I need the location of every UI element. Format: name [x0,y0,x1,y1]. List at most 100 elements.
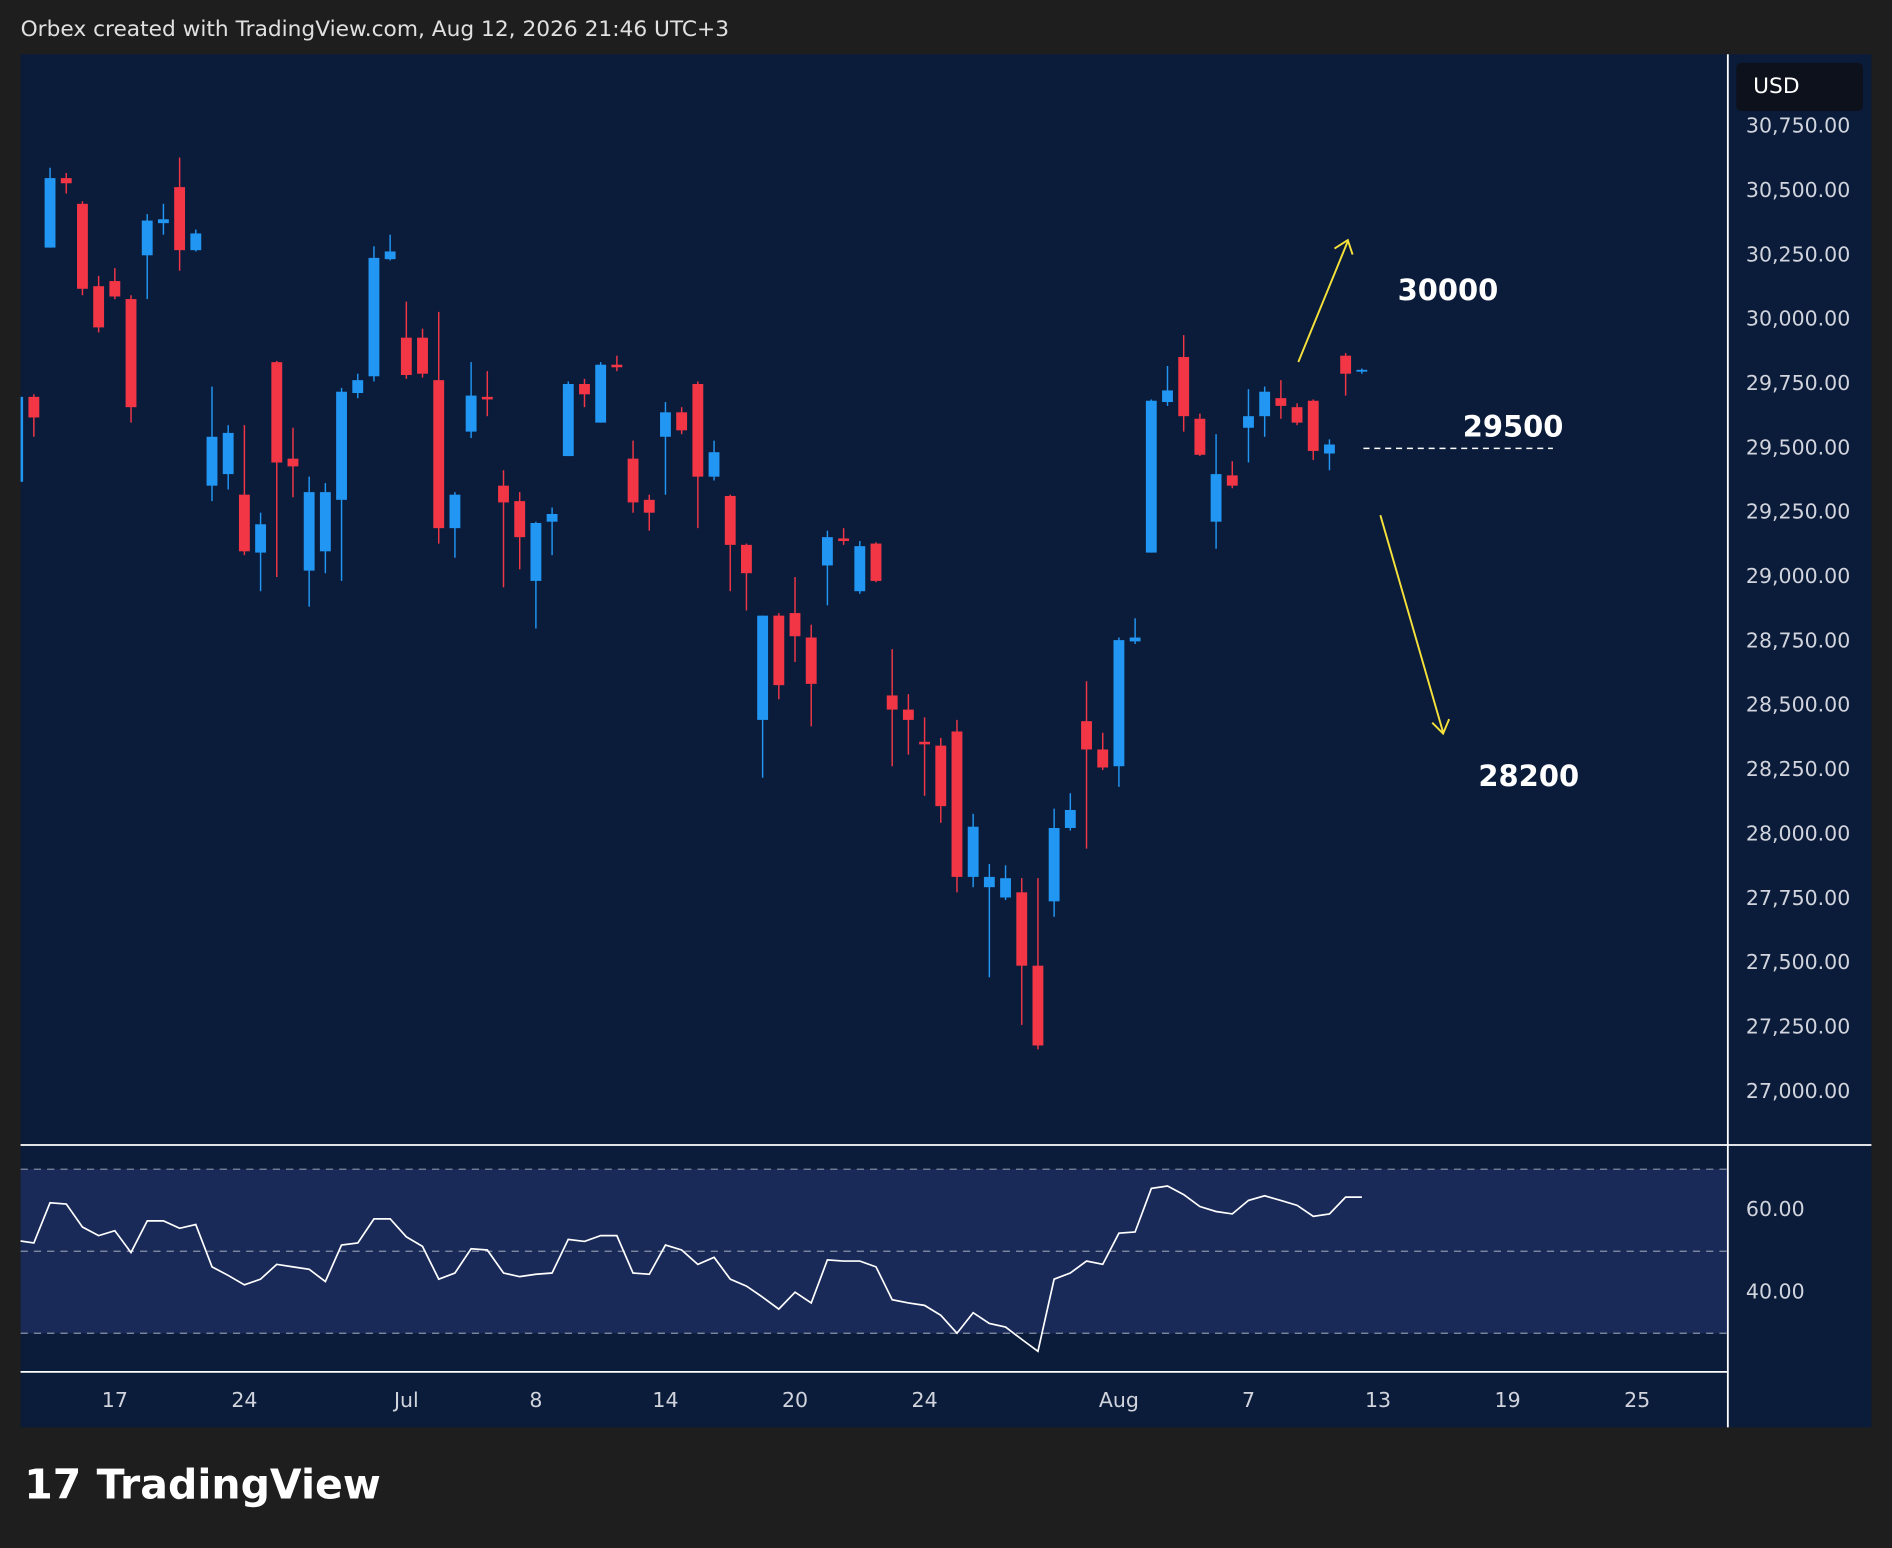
y-tick-label: 28,250.00 [1746,757,1850,781]
y-tick-label: 27,000.00 [1746,1079,1850,1103]
currency-box [1736,62,1863,112]
y-tick-label: 40.00 [1746,1279,1805,1303]
candle-body [660,412,671,437]
candle-body [93,286,105,328]
candle-body [174,187,186,251]
currency: USD [1753,74,1799,99]
candle-body [1016,892,1028,966]
y-tick-label: 27,500.00 [1746,950,1850,974]
candle-body [1000,878,1011,898]
candle-body [1307,400,1319,451]
candle-body [1162,390,1173,403]
brand-icon: 17 [24,1461,81,1509]
candle-body [1291,407,1303,423]
y-tick-label: 27,750.00 [1746,886,1850,910]
candle-body [611,364,623,368]
x-tick-label: 13 [1365,1388,1391,1412]
candle-body [983,876,995,888]
candle-body [125,299,137,408]
candle-body [886,695,898,710]
candle-body [319,492,331,552]
annotation-arrows [1297,238,1451,736]
candle-body [1194,418,1206,455]
candle-body [919,741,931,745]
candle-body [77,203,88,289]
candle-body [20,396,24,482]
candle-body [28,396,40,418]
candle-body [1356,369,1368,372]
candle-body [1064,809,1076,828]
header: Orbex created with TradingView.com, Aug … [21,17,729,42]
candle-body [287,458,299,467]
rsi-pane [20,1168,1728,1353]
candle-body [1145,400,1157,553]
candle-body [1048,827,1060,902]
y-tick-label: 28,750.00 [1746,628,1850,652]
candle-body [595,364,607,423]
candle-body [206,436,218,486]
y-tick-label: 27,250.00 [1746,1014,1850,1038]
candle-body [838,538,850,542]
candle-body [109,281,121,297]
x-tick-label: 8 [529,1388,542,1412]
x-tick-label: Aug [1099,1388,1139,1412]
x-tick-label: 25 [1624,1388,1650,1412]
candle-body [692,384,704,477]
y-tick-label: 30,750.00 [1746,114,1850,138]
candle-body [789,613,801,637]
candle-body [1081,721,1092,750]
candle-body [627,458,639,503]
level-label: 29500 [1463,409,1564,443]
level-label: 30000 [1398,273,1499,307]
candle-body [1113,640,1125,767]
candle-body [1129,637,1141,642]
candle-body [384,251,396,260]
x-tick-label: 20 [782,1388,808,1412]
candle-body [757,615,769,720]
candle-body [1178,356,1190,417]
candle-body [854,546,866,592]
price-pane [20,157,1368,1050]
y-tick-label: 29,500.00 [1746,435,1850,459]
x-tick-label: Jul [392,1388,419,1412]
y-tick-label: 28,500.00 [1746,693,1850,717]
candle-body [1340,355,1352,374]
candle-body [902,709,914,720]
x-tick-label: 24 [912,1388,938,1412]
candle-body [433,380,445,529]
y-tick-label: 28,000.00 [1746,821,1850,845]
candle-body [449,494,461,529]
candle-body [1259,391,1271,417]
candle-body [368,257,380,377]
x-tick-label: 24 [231,1388,257,1412]
y-tick-label: 30,250.00 [1746,242,1850,266]
candle-body [530,522,542,581]
candle-body [255,524,267,553]
x-tick-label: 17 [102,1388,128,1412]
candle-body [222,432,234,475]
candle-body [190,233,202,251]
candle-body [303,492,315,571]
brand: TradingView [97,1461,381,1509]
candle-body [481,396,493,400]
candle-body [465,395,477,432]
candle-body [417,337,428,374]
axes: USD 27,000.00 27,250.00 27,500.00 27,750.00… [20,54,1872,1428]
candle-body [352,380,364,394]
candle-body [951,731,963,877]
candle-body [870,543,882,581]
level-label: 28200 [1478,759,1579,793]
candle-body [1032,965,1044,1046]
candle-body [546,513,558,522]
y-tick-label: 60.00 [1746,1197,1805,1221]
candle-body [676,412,688,431]
candle-body [708,452,720,477]
candle-body [238,494,250,552]
candle-body [141,220,153,256]
candle-body [935,745,947,807]
candle-body [741,544,752,574]
candle-body [821,537,833,566]
candle-body [579,384,590,395]
candle-body [1324,444,1335,454]
candle-body [1097,749,1109,768]
